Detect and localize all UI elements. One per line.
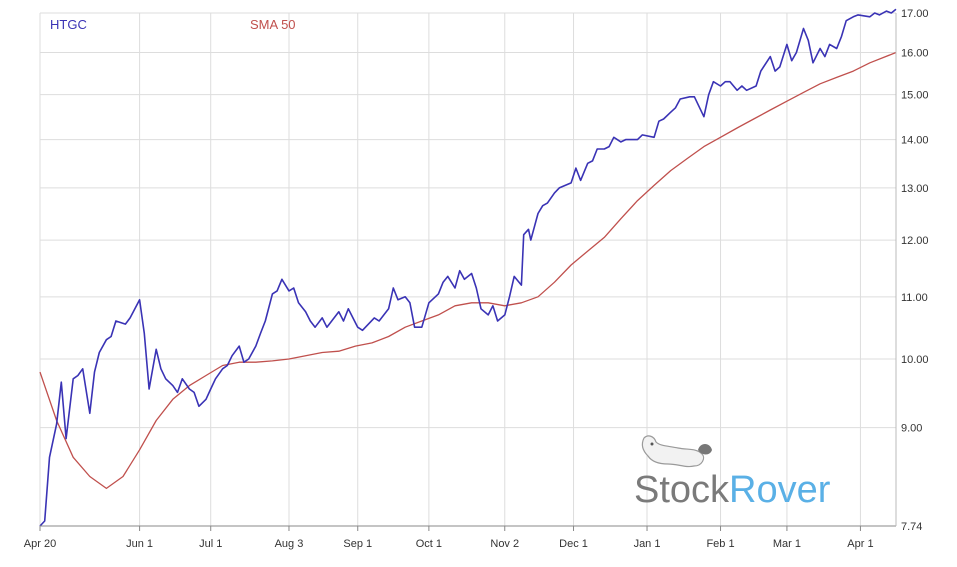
legend-item-htgc: HTGC: [50, 17, 87, 32]
x-tick-label: Mar 1: [773, 538, 801, 550]
x-tick-label: Apr 1: [847, 538, 873, 550]
legend: HTGC SMA 50: [50, 17, 296, 32]
dog-icon: [641, 435, 712, 468]
y-tick-label: 12.00: [901, 235, 929, 247]
x-tick-label: Jul 1: [199, 538, 222, 550]
y-tick-label: 11.00: [901, 292, 928, 304]
y-tick-label: 13.00: [901, 183, 929, 195]
y-tick-label: 15.00: [901, 90, 929, 102]
svg-text:StockRover: StockRover: [634, 469, 831, 511]
y-tick-label: 14.00: [901, 135, 929, 147]
x-tick-label: Oct 1: [416, 538, 442, 550]
watermark: StockRover: [634, 435, 831, 511]
legend-item-sma50: SMA 50: [250, 17, 296, 32]
series-line-htgc: [39, 8, 897, 527]
series-line-sma-50: [39, 51, 897, 490]
y-tick-label: 10.00: [901, 354, 929, 366]
y-tick-label: 17.00: [901, 8, 929, 20]
x-tick-label: Aug 3: [275, 538, 304, 550]
x-tick-label: Dec 1: [559, 538, 588, 550]
watermark-stock-text: Stock: [634, 469, 730, 511]
y-tick-label: 9.00: [901, 423, 922, 435]
series-lines: [39, 8, 897, 527]
x-tick-label: Jun 1: [126, 538, 153, 550]
x-tick-label: Apr 20: [24, 538, 56, 550]
axes: 7.74 9.00 10.00 11.00 12.00 13.00 14.00 15.00 16…: [24, 8, 929, 550]
x-tick-label: Feb 1: [706, 538, 734, 550]
y-tick-label: 7.74: [901, 521, 922, 533]
x-tick-label: Sep 1: [343, 538, 372, 550]
y-tick-label: 16.00: [901, 48, 929, 60]
x-tick-label: Jan 1: [634, 538, 661, 550]
x-tick-label: Nov 2: [490, 538, 519, 550]
grid: [39, 12, 896, 527]
watermark-rover-text: Rover: [729, 469, 831, 511]
